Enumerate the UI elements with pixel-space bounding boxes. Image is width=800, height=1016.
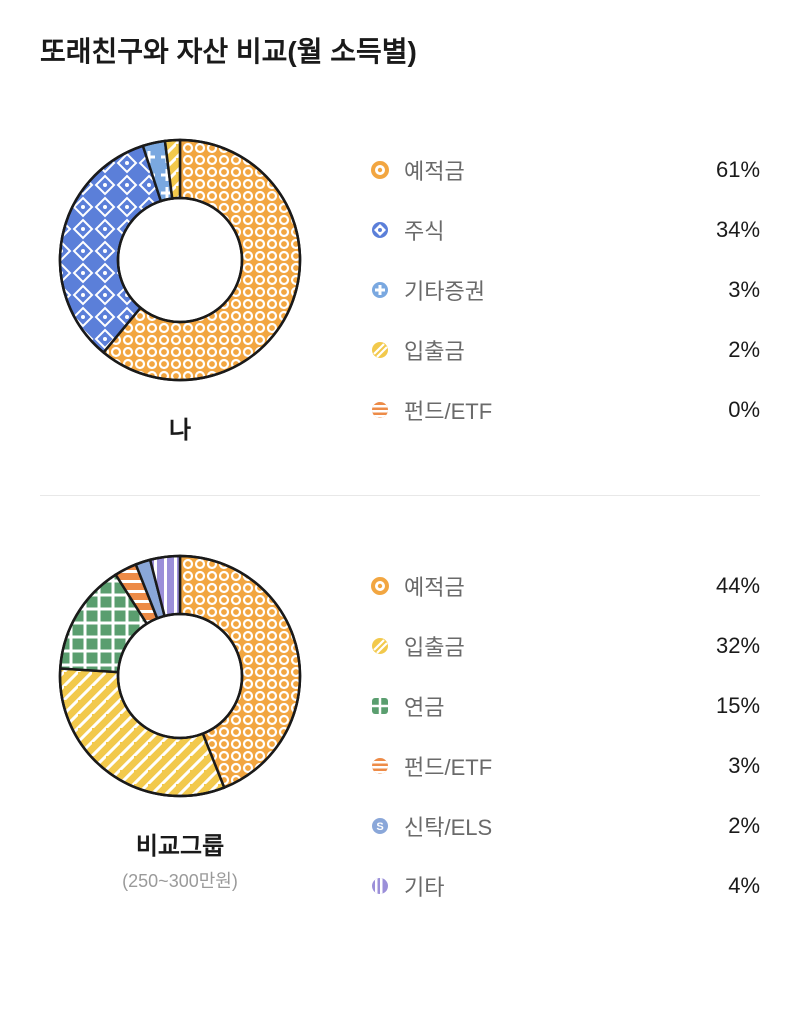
legend-icon [370,340,390,360]
legend-row: S 신탁/ELS 2% [370,796,760,856]
legend-label: 입출금 [404,630,465,662]
chart-sublabel: (250~300만원) [122,867,238,893]
legend-value: 34% [716,217,760,243]
legend-value: 0% [728,397,760,423]
donut-chart [50,130,310,390]
legend-row: 기타 4% [370,856,760,916]
legend-label: 연금 [404,690,444,722]
legend-icon [370,160,390,180]
legend-icon [370,220,390,240]
legend-value: 3% [728,753,760,779]
chart-label: 비교그룹 [136,826,224,861]
chart-section: 비교그룹 (250~300만원) 예적금 44% 입출금 32% 연금 15% [40,526,760,956]
legend-value: 4% [728,873,760,899]
legend-row: 입출금 2% [370,320,760,380]
legend: 예적금 44% 입출금 32% 연금 15% 펀드/ETF 3% [370,546,760,916]
legend-row: 연금 15% [370,676,760,736]
legend-label: 예적금 [404,570,465,602]
legend-label: 펀드/ETF [404,750,492,782]
legend-label: 기타 [404,870,444,902]
legend-icon [370,636,390,656]
legend-row: 펀드/ETF 3% [370,736,760,796]
donut-slice [60,668,224,796]
legend-row: 기타증권 3% [370,260,760,320]
section-divider [40,495,760,496]
legend-value: 3% [728,277,760,303]
legend-label: 기타증권 [404,274,485,306]
legend-label: 신탁/ELS [404,810,492,842]
legend-row: 예적금 44% [370,556,760,616]
legend-row: 펀드/ETF 0% [370,380,760,440]
svg-text:S: S [376,821,383,833]
legend-row: 예적금 61% [370,140,760,200]
legend-row: 주식 34% [370,200,760,260]
legend-value: 32% [716,633,760,659]
legend-value: 2% [728,813,760,839]
chart-block: 비교그룹 (250~300만원) [40,546,320,893]
legend-value: 61% [716,157,760,183]
legend-label: 예적금 [404,154,465,186]
legend-icon [370,576,390,596]
legend-icon [370,876,390,896]
donut-chart [50,546,310,806]
chart-section: 나 예적금 61% 주식 34% 기타증권 3% [40,110,760,485]
legend-icon [370,280,390,300]
legend-value: 2% [728,337,760,363]
legend-value: 15% [716,693,760,719]
legend-icon [370,696,390,716]
chart-block: 나 [40,130,320,445]
legend-icon: S [370,816,390,836]
legend-value: 44% [716,573,760,599]
legend-row: 입출금 32% [370,616,760,676]
legend-label: 입출금 [404,334,465,366]
legend-label: 주식 [404,214,444,246]
legend-icon [370,400,390,420]
chart-label: 나 [169,410,191,445]
page-title: 또래친구와 자산 비교(월 소득별) [40,30,760,70]
legend-label: 펀드/ETF [404,394,492,426]
legend-icon [370,756,390,776]
legend: 예적금 61% 주식 34% 기타증권 3% 입출금 2% [370,130,760,440]
